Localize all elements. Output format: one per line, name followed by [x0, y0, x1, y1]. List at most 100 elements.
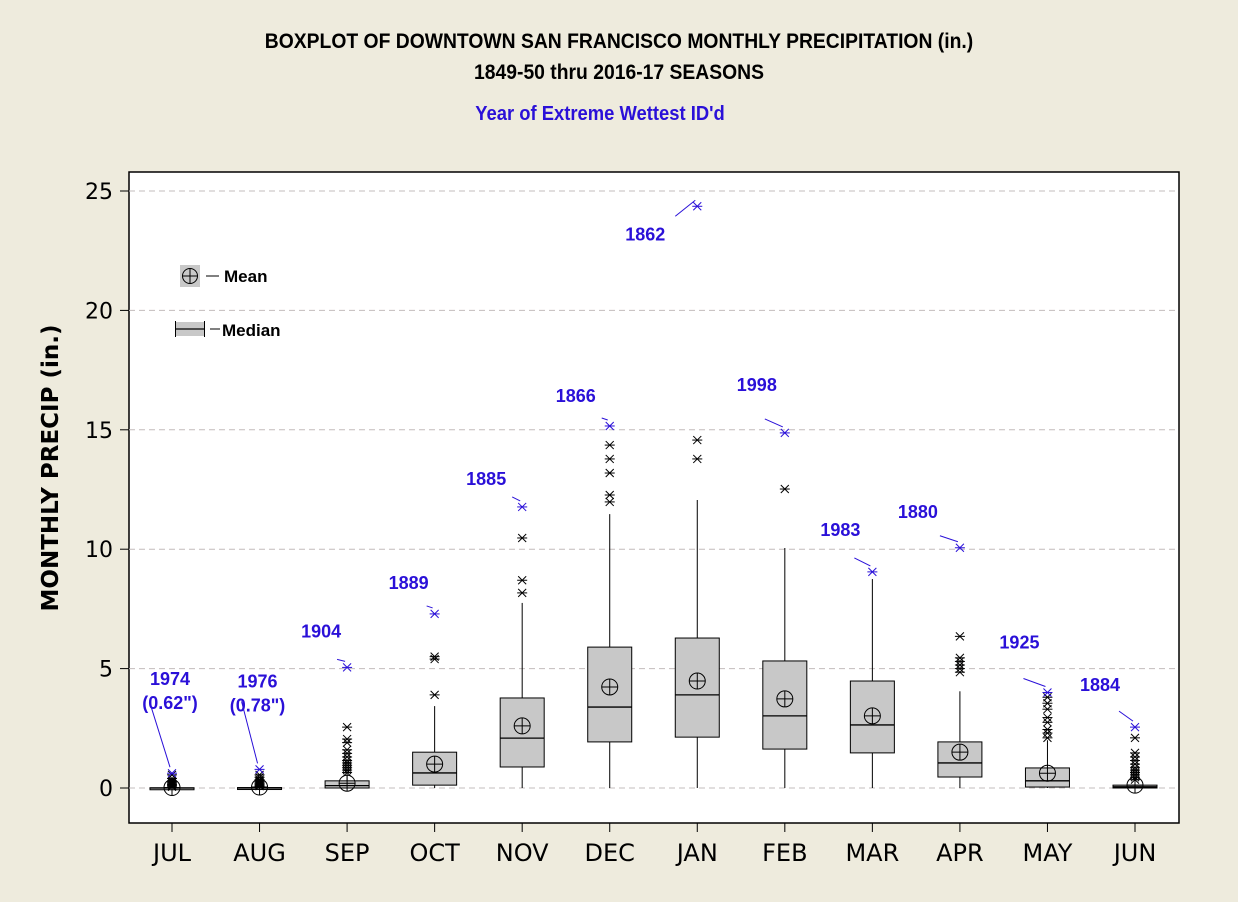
outlier-point	[954, 653, 965, 663]
leader-line	[241, 701, 259, 764]
outlier-point	[517, 533, 528, 543]
leader-line	[149, 703, 171, 768]
annotation-jul: 1974 (0.62")	[142, 669, 198, 768]
median-icon	[175, 321, 205, 337]
y-tick-label: 5	[99, 658, 113, 683]
mean-marker	[1038, 764, 1056, 782]
extreme-year-label: 1925	[999, 632, 1039, 652]
annotation-nov: 1885	[466, 469, 521, 502]
legend-mean-label: Mean	[224, 267, 267, 286]
box-mar	[849, 567, 895, 788]
box-apr	[937, 543, 983, 788]
extreme-point	[429, 609, 440, 619]
annotation-feb: 1998	[737, 375, 784, 428]
outlier-point	[342, 722, 353, 732]
mean-marker	[338, 774, 356, 792]
y-tick-label: 15	[85, 419, 113, 444]
extreme-point	[1130, 722, 1140, 732]
leader-line	[1118, 710, 1134, 722]
x-tick-label: NOV	[496, 839, 549, 867]
leader-line	[511, 496, 521, 502]
legend-median-label: Median	[222, 321, 281, 340]
outlier-point	[1130, 748, 1140, 758]
box-nov	[499, 502, 545, 788]
outlier-point	[1042, 713, 1053, 722]
extreme-year-label: 1884	[1080, 675, 1120, 695]
chart-title: BOXPLOT OF DOWNTOWN SAN FRANCISCO MONTHL…	[264, 30, 974, 53]
x-tick-label: OCT	[409, 839, 460, 867]
outlier-point	[604, 454, 615, 464]
outlier-point	[429, 690, 440, 700]
extreme-year-label: 1904	[301, 621, 341, 641]
mean-marker	[426, 755, 444, 773]
extreme-year-label: 1976	[238, 671, 278, 691]
y-tick-label: 0	[99, 777, 113, 802]
outlier-point	[1042, 725, 1053, 734]
box-aug	[237, 765, 283, 796]
leader-line	[854, 557, 871, 567]
x-tick-label: AUG	[233, 839, 286, 867]
outlier-point	[517, 575, 528, 585]
x-tick-label: JUL	[151, 839, 192, 867]
extreme-point	[342, 663, 353, 672]
box-sep	[324, 663, 370, 792]
extreme-year-label: 1885	[466, 469, 506, 489]
annotation-mar: 1983	[820, 520, 871, 567]
outlier-point	[604, 490, 615, 500]
outlier-point	[429, 652, 440, 662]
box-feb	[762, 428, 808, 788]
outlier-point	[342, 734, 353, 744]
extreme-point	[604, 421, 615, 431]
mean-marker	[688, 672, 706, 690]
outlier-point	[167, 770, 177, 780]
x-tick-label: DEC	[585, 839, 635, 867]
x-tick-label: APR	[936, 839, 984, 867]
outlier-point	[517, 588, 528, 598]
x-tick-label: MAY	[1022, 839, 1072, 867]
box-dec	[587, 421, 633, 788]
extreme-point	[254, 765, 265, 774]
annotation-jun: 1884	[1080, 675, 1134, 722]
extreme-point	[1042, 688, 1053, 697]
box-jul	[149, 768, 195, 797]
annotation-apr: 1880	[898, 502, 959, 543]
mean-marker	[776, 690, 794, 708]
y-tick-label: 20	[85, 299, 113, 324]
extreme-point	[167, 768, 177, 778]
plot-area	[128, 171, 1180, 824]
outlier-point	[1130, 733, 1140, 743]
outlier-point	[604, 497, 615, 507]
leader-line	[764, 418, 784, 428]
leader-line	[1023, 678, 1046, 687]
extreme-year-label: 1862	[625, 224, 665, 244]
x-tick-label: FEB	[762, 839, 807, 867]
outlier-point	[692, 435, 703, 445]
outlier-point	[692, 454, 703, 464]
x-axis: JUL AUG SEP OCT NOV DEC JAN FEB MAR APR MAY JUN	[151, 823, 1156, 867]
extreme-point	[692, 201, 703, 211]
mean-marker	[601, 678, 619, 696]
mean-marker	[951, 743, 969, 761]
y-tick-label: 10	[85, 538, 113, 563]
grid-lines	[129, 190, 1179, 789]
x-tick-label: MAR	[845, 839, 899, 867]
extreme-year-label: 1998	[737, 375, 777, 395]
annotation-dec: 1866	[556, 386, 608, 421]
box-oct	[412, 609, 458, 788]
leader-line	[336, 658, 346, 662]
extreme-point	[517, 502, 528, 512]
mean-marker	[513, 717, 531, 735]
x-tick-label: JUN	[1112, 839, 1157, 867]
leader-line	[426, 605, 433, 609]
extreme-point	[954, 543, 965, 553]
y-axis-label: MONTHLY PRECIP (in.)	[38, 325, 64, 612]
leader-line	[674, 199, 696, 217]
x-tick-label: JAN	[675, 839, 718, 867]
extreme-year-label: 1974	[150, 669, 190, 689]
chart-subtitle: 1849-50 thru 2016-17 SEASONS	[474, 61, 764, 84]
mean-icon	[182, 268, 198, 284]
extreme-year-label: 1866	[556, 386, 596, 406]
extreme-year-label: 1880	[898, 502, 938, 522]
annotation-jan: 1862	[625, 199, 696, 244]
